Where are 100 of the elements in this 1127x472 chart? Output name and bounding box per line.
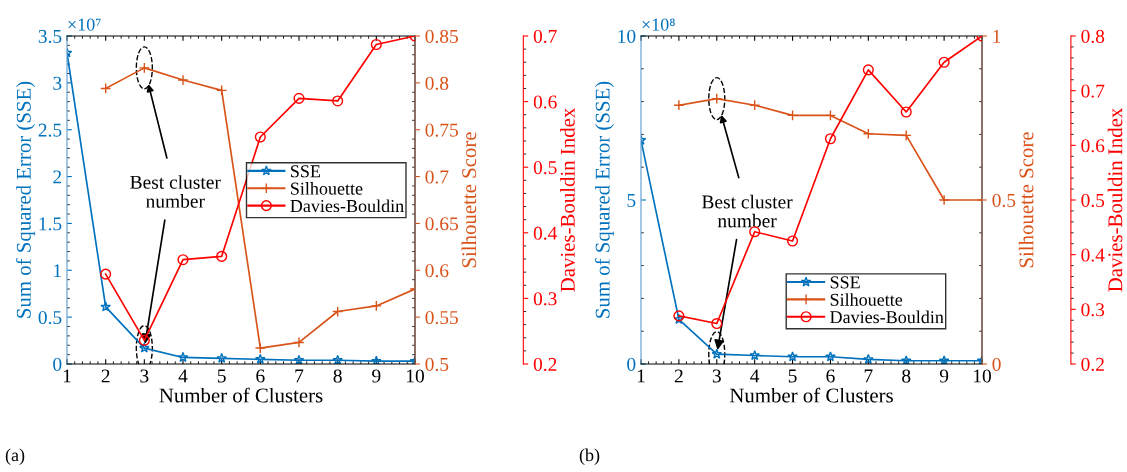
x-tick-label: 6 xyxy=(256,369,265,383)
x-axis-title: Number of Clusters xyxy=(729,387,893,403)
point xyxy=(749,99,761,111)
text: (b) xyxy=(579,448,600,465)
x-tick-label: 6 xyxy=(826,369,835,383)
y2-tick-label: 0.8 xyxy=(425,76,449,90)
x-tick-label: 2 xyxy=(674,369,683,383)
point xyxy=(332,305,344,318)
y2-tick-label: 0.85 xyxy=(425,29,458,44)
x-tick-label: 9 xyxy=(372,369,381,383)
y3-tick-label: 0.6 xyxy=(533,95,557,109)
point xyxy=(255,353,266,364)
point xyxy=(863,353,874,364)
y-axis-title: Sum of Squared Error (SSE) xyxy=(594,81,614,318)
x-tick-label: 8 xyxy=(333,369,342,383)
x-tick-label: 10 xyxy=(973,369,991,383)
x-tick-label: 4 xyxy=(178,369,188,383)
y-tick-label: 10 xyxy=(618,29,636,43)
point xyxy=(293,336,305,349)
y-axis-title: Sum of Squared Error (SSE) xyxy=(15,81,36,318)
y3-axis-title: Davies-Bouldin Index xyxy=(560,107,575,292)
y-tick-label: 1.5 xyxy=(39,217,62,231)
y2-tick-label: 1 xyxy=(993,29,1001,43)
y-tick-label: 3.5 xyxy=(38,29,62,44)
point xyxy=(370,38,382,51)
point xyxy=(938,194,950,206)
point xyxy=(862,64,874,76)
y3-tick-label: 0.4 xyxy=(1081,248,1105,262)
y-tick-label: 0.5 xyxy=(38,310,62,325)
x-tick-label: 3 xyxy=(712,369,721,383)
y3-tick-label: 0.7 xyxy=(533,29,557,44)
point xyxy=(177,74,189,86)
text: (a) xyxy=(5,448,25,465)
y-tick-label: 0 xyxy=(53,357,62,371)
point xyxy=(100,268,112,280)
y2-tick-label: 0 xyxy=(992,357,1001,371)
point xyxy=(254,131,266,143)
point xyxy=(786,109,799,121)
point xyxy=(900,106,912,118)
y2-axis-title: Silhouette Score xyxy=(461,132,477,268)
point xyxy=(824,133,837,145)
legend-label: SSE xyxy=(830,276,860,289)
point xyxy=(825,351,836,362)
legend-label: Silhouette xyxy=(291,182,363,195)
y3-tick-label: 0.5 xyxy=(1081,193,1105,208)
point xyxy=(787,351,798,362)
point xyxy=(673,99,685,111)
text: ×10⁷ xyxy=(68,18,101,31)
x-tick-label: 7 xyxy=(864,369,873,383)
x-tick-label: 7 xyxy=(295,369,304,383)
y2-tick-label: 0.6 xyxy=(425,264,449,278)
point xyxy=(332,95,344,107)
legend-label: Davies-Bouldin xyxy=(290,199,404,213)
point xyxy=(100,301,111,312)
point xyxy=(177,351,189,363)
point xyxy=(216,352,227,364)
point xyxy=(100,82,112,95)
point xyxy=(332,354,343,364)
y3-tick-label: 0.7 xyxy=(1081,84,1105,98)
y3-tick-label: 0.3 xyxy=(533,292,557,306)
point xyxy=(370,300,382,312)
y-tick-label: 3 xyxy=(53,76,62,90)
point xyxy=(824,109,837,121)
y3-tick-label: 0.3 xyxy=(1081,303,1105,317)
annotation: Best cluster number xyxy=(130,175,221,208)
point xyxy=(293,92,305,104)
x-tick-label: 4 xyxy=(750,369,760,383)
y3-tick-label: 0.2 xyxy=(1081,357,1104,372)
x-tick-label: 9 xyxy=(939,369,949,383)
point xyxy=(254,342,266,354)
point xyxy=(862,128,874,140)
legend-label: SSE xyxy=(291,165,321,178)
point xyxy=(786,235,799,247)
y-tick-label: 0 xyxy=(627,357,636,371)
point xyxy=(371,355,382,364)
y-tick-label: 2 xyxy=(53,170,62,184)
y3-tick-label: 0.5 xyxy=(533,161,557,175)
point xyxy=(216,84,228,96)
x-tick-label: 8 xyxy=(902,369,911,383)
y2-tick-label: 0.5 xyxy=(992,193,1016,208)
point xyxy=(900,129,912,141)
text: ×10⁸ xyxy=(642,18,675,31)
x-axis-title: Number of Clusters xyxy=(159,387,323,403)
point xyxy=(900,355,912,364)
point xyxy=(938,355,950,364)
y3-axis-title: Davies-Bouldin Index xyxy=(1107,107,1123,292)
y-tick-label: 1 xyxy=(54,264,61,278)
legend-label: Davies-Bouldin xyxy=(830,310,944,324)
y3-tick-label: 0.6 xyxy=(1081,139,1105,153)
y3-tick-label: 0.8 xyxy=(1081,29,1105,44)
point xyxy=(293,354,305,364)
point xyxy=(938,56,950,68)
x-tick-label: 3 xyxy=(140,369,149,383)
point xyxy=(749,349,760,361)
y2-tick-label: 0.7 xyxy=(425,170,449,184)
x-tick-label: 5 xyxy=(217,369,226,383)
y2-axis-title: Silhouette Score xyxy=(1018,132,1034,268)
x-tick-label: 1 xyxy=(637,369,645,383)
y3-tick-label: 0.4 xyxy=(533,226,558,240)
x-tick-label: 1 xyxy=(63,369,71,383)
